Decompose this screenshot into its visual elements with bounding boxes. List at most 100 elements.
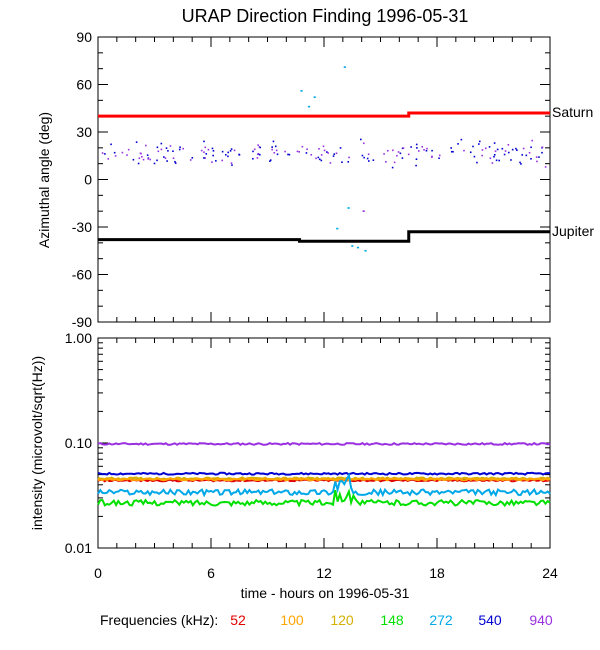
angle-point — [271, 148, 274, 151]
angle-point — [140, 152, 142, 155]
angle-point — [426, 147, 428, 150]
angle-point — [145, 144, 147, 147]
angle-point — [359, 138, 362, 141]
angle-point — [207, 148, 210, 151]
angle-point — [402, 147, 405, 149]
angle-point — [284, 150, 286, 153]
angle-point — [363, 156, 365, 159]
angle-point — [298, 151, 301, 153]
angle-point — [271, 146, 273, 148]
angle-point — [320, 154, 323, 156]
angle-point — [415, 158, 418, 161]
intensity-series-540 — [97, 471, 551, 476]
time-tick-label: 6 — [207, 565, 215, 581]
angle-point — [110, 143, 112, 146]
angle-point — [163, 156, 165, 158]
intensity-series-100 — [97, 477, 551, 482]
angle-point — [230, 162, 233, 164]
angle-point — [457, 143, 459, 145]
angle-point — [215, 160, 217, 162]
angle-point — [114, 155, 117, 157]
angle-point — [227, 155, 229, 158]
angle-tick-label: 90 — [76, 29, 92, 45]
angle-point — [127, 148, 130, 151]
angle-point — [287, 153, 289, 156]
angle-point — [503, 153, 506, 156]
angle-tick-label: 0 — [84, 172, 92, 188]
angle-point — [160, 142, 163, 145]
reference-line-saturn — [98, 111, 550, 118]
chart-title: URAP Direction Finding 1996-05-31 — [182, 6, 469, 26]
angle-point — [306, 148, 308, 151]
angle-point — [153, 162, 156, 165]
intensity-axis-label: intensity (microvolt/sqrt(Hz)) — [29, 356, 45, 530]
angle-point — [460, 138, 463, 141]
angle-point — [396, 154, 398, 157]
angle-point — [257, 144, 259, 146]
angle-point — [211, 161, 213, 163]
angle-point — [317, 156, 320, 159]
intensity-lines — [97, 441, 551, 508]
angle-point — [372, 159, 375, 161]
intensity-panel: 1.00 0.10 0.01 intensity (microvolt/sqrt(H… — [29, 330, 551, 556]
angle-point — [101, 152, 104, 154]
angle-point — [438, 154, 441, 157]
angle-point — [489, 157, 492, 160]
frequency-label-148: 148 — [380, 612, 404, 628]
angle-point — [530, 157, 532, 160]
angle-point — [410, 146, 412, 148]
angle-point — [212, 150, 215, 152]
angle-point — [256, 157, 259, 159]
angle-point — [329, 162, 332, 164]
angle-point — [418, 150, 420, 152]
frequency-label-940: 940 — [529, 612, 553, 628]
angle-point — [146, 154, 149, 156]
angle-point — [326, 151, 328, 153]
angle-point — [521, 154, 524, 156]
angle-point — [121, 151, 124, 154]
angle-point — [401, 147, 404, 150]
angle-point — [493, 155, 495, 158]
intensity-series-148 — [97, 488, 551, 508]
angle-point — [322, 145, 325, 148]
frequency-label-100: 100 — [280, 612, 304, 628]
angle-point — [472, 145, 474, 148]
angle-point — [327, 152, 329, 154]
angle-point — [488, 146, 491, 148]
angle-outlier-point — [356, 246, 360, 249]
angle-point — [397, 151, 400, 153]
angle-point — [164, 157, 167, 159]
angle-point — [536, 160, 538, 163]
angle-point — [476, 161, 478, 164]
angle-point — [498, 159, 500, 162]
angle-outlier-point — [343, 66, 346, 68]
angle-tick-label: -90 — [72, 314, 92, 330]
angle-point — [519, 161, 521, 164]
angle-point — [469, 151, 472, 154]
angle-point — [107, 158, 110, 160]
intensity-tick-label: 0.01 — [65, 540, 92, 556]
angle-point — [425, 149, 428, 152]
angle-point — [383, 153, 385, 155]
angle-outlier-point — [307, 105, 311, 108]
angle-point — [385, 161, 387, 163]
angle-point — [221, 150, 224, 153]
angle-point — [288, 153, 291, 156]
frequency-label-52: 52 — [230, 612, 246, 628]
angle-point — [323, 149, 326, 152]
angle-point — [511, 148, 514, 151]
angle-point — [252, 157, 254, 160]
reference-line-jupiter — [98, 230, 550, 243]
angle-point — [172, 150, 174, 152]
angle-point — [401, 157, 404, 159]
angle-point — [528, 151, 531, 154]
angle-point — [391, 166, 394, 169]
angle-point — [416, 147, 418, 149]
angle-point — [361, 154, 364, 157]
frequency-label-540: 540 — [478, 612, 502, 628]
angle-point — [423, 148, 425, 151]
angle-point — [493, 142, 496, 144]
angle-point — [238, 154, 241, 156]
angle-point — [535, 156, 538, 158]
angle-point — [520, 163, 522, 165]
